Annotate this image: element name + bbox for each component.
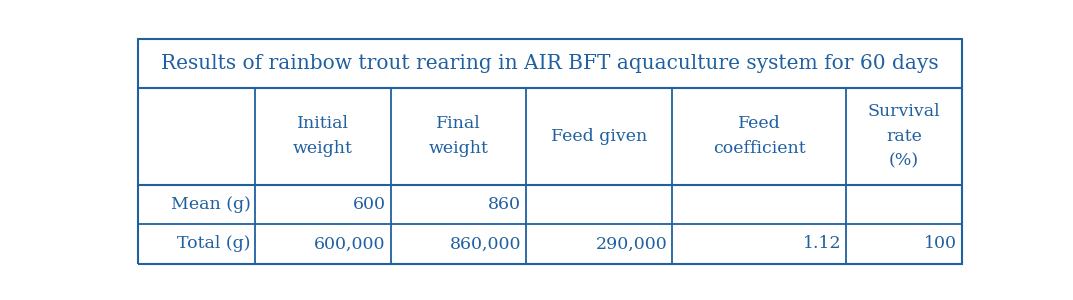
Text: 100: 100: [924, 236, 956, 252]
Text: Survival
rate
(%): Survival rate (%): [868, 103, 940, 170]
Text: Feed given: Feed given: [552, 128, 647, 145]
Text: Feed
coefficient: Feed coefficient: [714, 116, 806, 157]
Text: 290,000: 290,000: [596, 236, 667, 252]
Text: 600,000: 600,000: [314, 236, 386, 252]
Text: 860: 860: [488, 196, 521, 213]
Text: Results of rainbow trout rearing in AIR BFT aquaculture system for 60 days: Results of rainbow trout rearing in AIR …: [161, 54, 939, 73]
Text: Final
weight: Final weight: [428, 116, 488, 157]
Text: Initial
weight: Initial weight: [293, 116, 353, 157]
Text: Mean (g): Mean (g): [171, 196, 250, 213]
Text: Total (g): Total (g): [177, 236, 250, 252]
Text: 600: 600: [353, 196, 386, 213]
Text: 1.12: 1.12: [803, 236, 841, 252]
Text: 860,000: 860,000: [450, 236, 521, 252]
